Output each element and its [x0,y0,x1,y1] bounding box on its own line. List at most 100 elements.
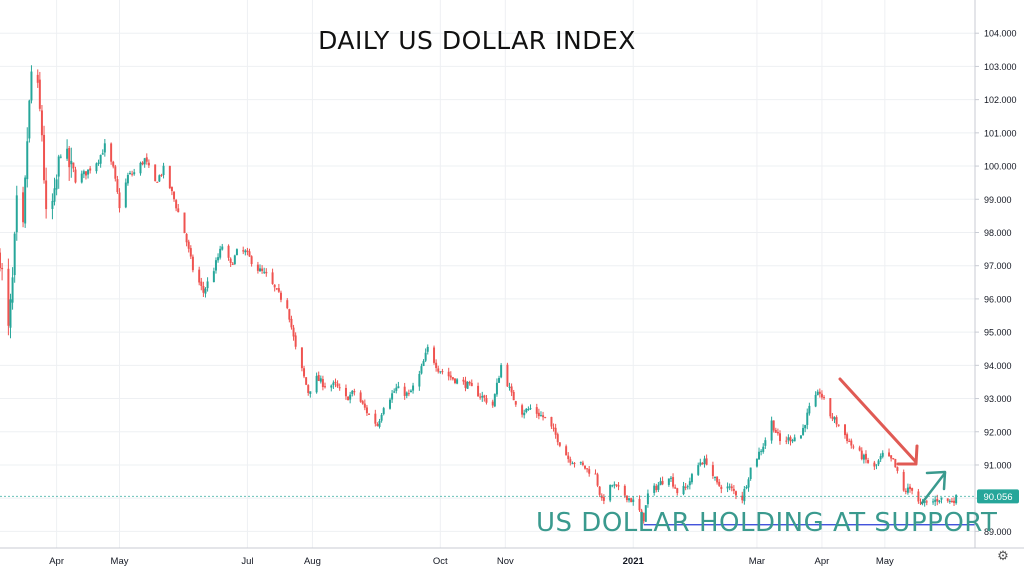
candle-body [867,460,870,463]
candle-body [244,250,247,253]
candle-body [799,435,802,439]
candle-body [674,487,677,489]
candle-body [879,456,882,460]
candle-body [831,416,834,419]
candle-body [550,416,553,427]
candle-body [437,368,440,372]
candle-body [279,292,282,300]
candle-body [51,200,54,209]
y-tick-label: 100.000 [984,162,1017,172]
candle-body [860,450,863,460]
candle-body [389,399,391,409]
x-tick-label: 2021 [623,556,645,567]
candle-body [68,148,71,168]
candle-body [565,446,568,456]
y-tick-label: 104.000 [984,29,1017,39]
candle-body [405,392,408,396]
candle-body [13,233,16,276]
candle-body [359,392,362,402]
support-annotation: US DOLLAR HOLDING AT SUPPORT [536,508,998,538]
candle-body [667,478,670,485]
candle-body [705,458,708,465]
candle-body [833,417,836,420]
candle-body [911,488,914,491]
candle-body [632,499,635,503]
candle-body [787,437,790,441]
candle-body [535,407,538,414]
candle-body [571,463,574,465]
candle-body [611,485,614,487]
gear-icon[interactable]: ⚙ [997,549,1009,564]
candle-body [129,172,131,174]
candle-body [732,488,735,491]
candle-body [716,476,719,483]
candle-body [141,162,144,165]
candle-body [808,405,811,414]
candle-body [202,285,205,293]
candle-body [718,481,721,486]
candle-body [95,163,98,172]
candle-body [493,394,496,407]
candle-body [514,401,517,405]
candle-body [734,491,737,496]
candle-body [904,490,907,493]
candle-body [80,173,83,183]
candle-body [365,407,368,414]
candle-body [334,381,337,383]
arrow-down-icon [838,377,919,466]
candle-body [26,141,29,180]
candle-body [84,171,87,176]
y-tick-label: 99.000 [984,195,1012,205]
candle-body [409,390,412,393]
candle-body [256,264,259,271]
candle-body [294,335,297,347]
candle-body [393,391,396,393]
candle-body [946,498,949,501]
candle-body [728,486,731,488]
candle-body [378,420,381,427]
candle-body [690,474,693,483]
candle-body [435,362,438,368]
candle-body [212,271,215,283]
candle-body [934,499,937,502]
candle-body [659,481,662,486]
candle-body [38,79,41,109]
candle-body [877,460,880,465]
candle-body [101,153,104,155]
y-tick-label: 94.000 [984,361,1012,371]
candle-body [147,162,150,166]
candle-body [451,377,454,380]
candle-body [491,401,494,406]
candle-body [300,347,303,369]
candle-body [906,487,909,493]
candle-body [510,386,513,393]
candle-body [953,500,956,503]
candle-body [110,143,113,162]
candle-body [613,484,616,486]
candle-body [156,181,159,183]
candle-body [336,383,339,387]
candle-body [235,249,238,255]
candle-body [221,246,224,250]
arrow-up-icon [920,470,947,505]
candle-body [850,440,853,446]
candle-body [288,309,291,320]
candle-body [938,500,941,503]
candle-body [762,446,765,452]
candle-body [15,195,18,233]
arrow-down-shaft [838,377,918,464]
candle-body [420,366,423,374]
candle-body [477,385,480,397]
candle-body [217,257,220,261]
candle-body [764,440,767,446]
candle-body [456,379,459,384]
candle-body [7,268,10,326]
candle-body [204,288,207,294]
candle-body [642,512,645,522]
candle-body [391,393,394,400]
candle-body [173,191,176,200]
chart-title: DAILY US DOLLAR INDEX [318,26,636,55]
candle-body [219,248,222,258]
candle-body [263,271,266,273]
candle-body [785,440,788,442]
